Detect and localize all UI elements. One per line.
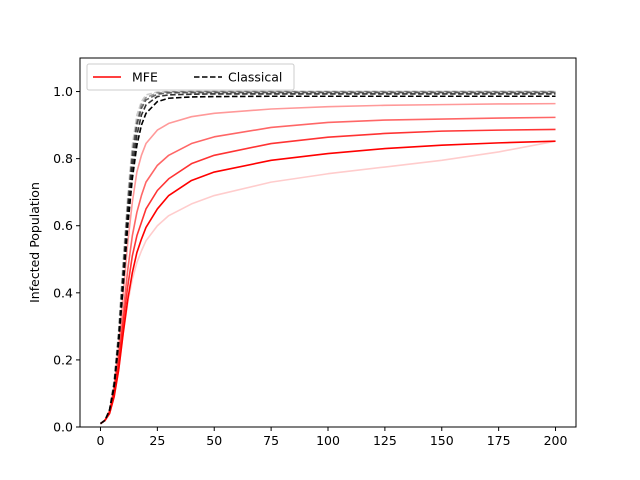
x-tick-label: 25 xyxy=(149,433,165,448)
series-line-classical-5 xyxy=(100,95,556,425)
y-tick-label: 0.0 xyxy=(53,420,73,435)
ticks-layer: 0 25 50 75 100 125 150 175 200 0.0 0.2 0.4 0.6 0.8 1.0 xyxy=(53,84,567,448)
legend-box xyxy=(86,63,295,91)
y-tick-label: 0.4 xyxy=(53,285,73,300)
x-tick-label: 175 xyxy=(487,433,511,448)
x-tick-label: 75 xyxy=(263,433,279,448)
x-tick-label: 0 xyxy=(97,433,105,448)
x-tick-label: 200 xyxy=(544,433,568,448)
x-tick-label: 100 xyxy=(316,433,340,448)
y-axis-label: Infected Population xyxy=(27,182,42,303)
x-tick-label: 50 xyxy=(206,433,222,448)
x-tick-label: 150 xyxy=(430,433,454,448)
x-tick-label: 125 xyxy=(373,433,397,448)
y-tick-label: 1.0 xyxy=(53,84,73,99)
series-line-classical-9 xyxy=(100,90,556,425)
y-tick-label: 0.6 xyxy=(53,218,73,233)
legend-label-mfe: MFE xyxy=(132,70,158,85)
legend: MFE Classical xyxy=(86,63,295,91)
y-tick-label: 0.8 xyxy=(53,151,73,166)
y-tick-label: 0.2 xyxy=(53,352,73,367)
legend-label-classical: Classical xyxy=(228,70,282,85)
series-line-mfe-0 xyxy=(100,140,556,425)
series-layer xyxy=(100,90,556,425)
